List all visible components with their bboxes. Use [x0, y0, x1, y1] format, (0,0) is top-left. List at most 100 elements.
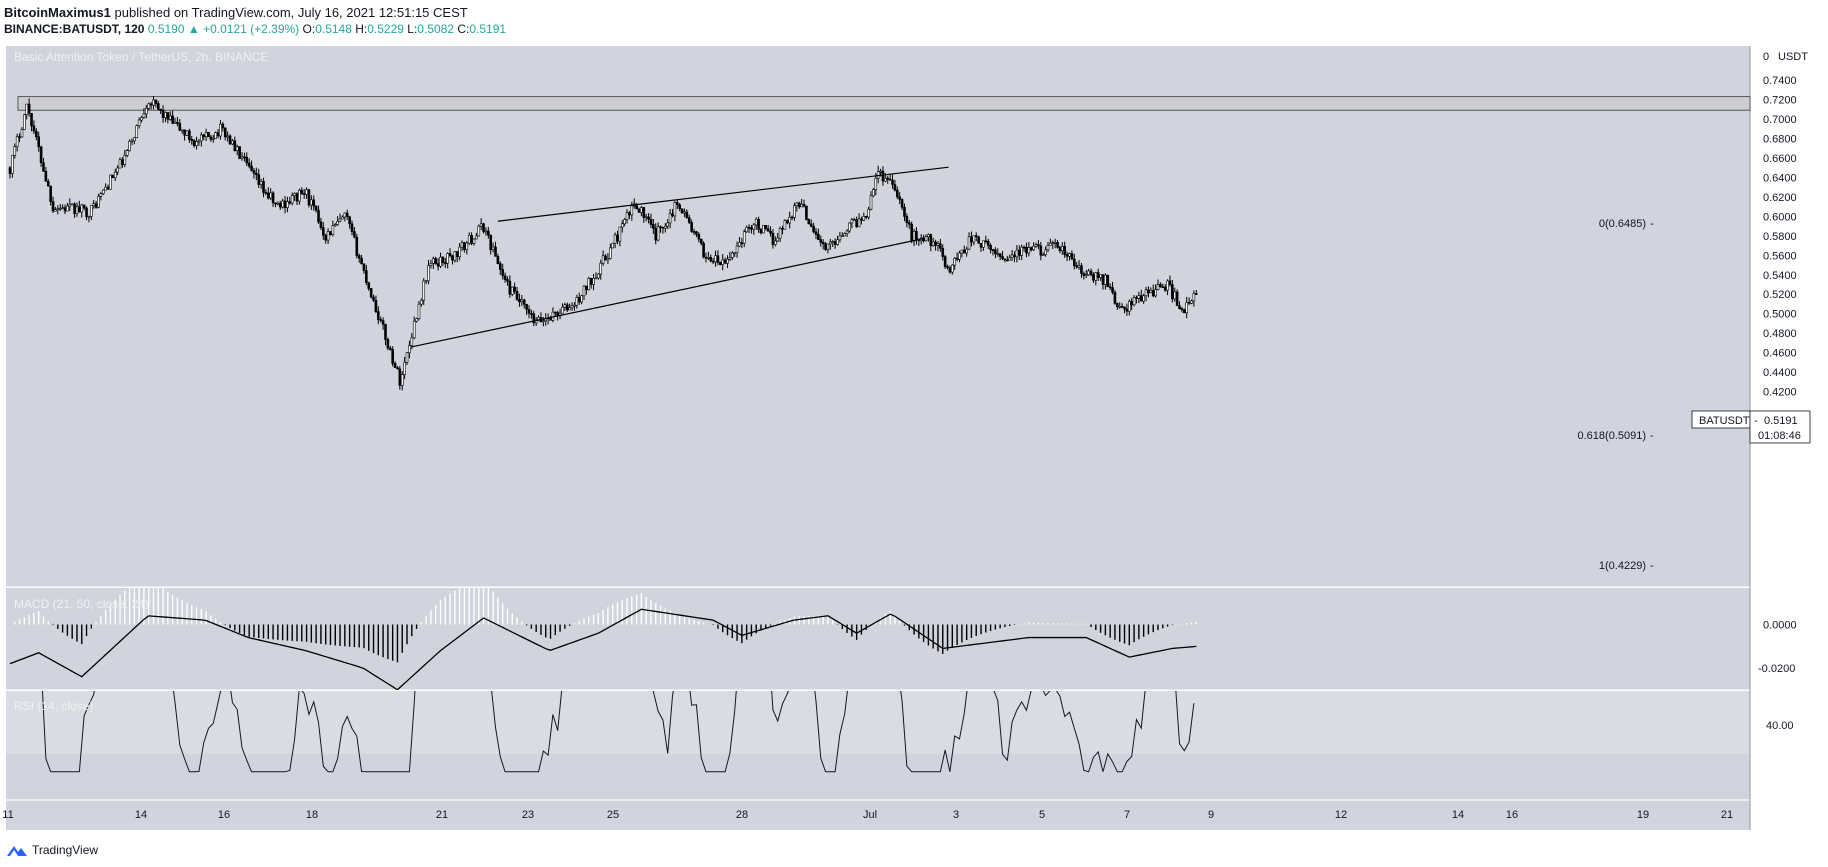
- candle-body: [561, 306, 564, 314]
- candle-body: [197, 140, 201, 143]
- candle-body: [905, 216, 909, 224]
- candle-body: [1053, 242, 1057, 244]
- candle-body: [912, 230, 916, 242]
- candle-body: [1147, 289, 1150, 294]
- y-tick-label: 0.6200: [1763, 192, 1797, 204]
- x-tick-label: 11: [2, 809, 13, 821]
- candle-body: [1041, 254, 1045, 256]
- candle-body: [233, 140, 237, 152]
- candle-body: [345, 212, 349, 218]
- candle-body: [680, 208, 684, 214]
- candle-body: [415, 318, 418, 322]
- candle-body: [477, 225, 481, 237]
- candle-body: [876, 171, 880, 179]
- candle-body: [23, 114, 26, 130]
- candle-body: [510, 286, 514, 295]
- candle-body: [221, 123, 225, 129]
- candle-body: [1125, 308, 1129, 312]
- candle-body: [1185, 302, 1188, 314]
- candle-body: [1180, 308, 1184, 311]
- candle-body: [32, 125, 36, 132]
- candle-body: [341, 216, 344, 220]
- candle-body: [80, 204, 84, 213]
- candle-body: [250, 165, 253, 171]
- candle-body: [1173, 291, 1177, 300]
- x-tick-label: 9: [1208, 809, 1214, 821]
- candle-body: [1139, 295, 1143, 302]
- candle-body: [852, 219, 856, 221]
- candle-body: [1051, 242, 1055, 245]
- macd-y-tick: -0.0200: [1758, 663, 1795, 675]
- candle-body: [735, 245, 739, 254]
- candle-body: [252, 170, 256, 174]
- candle-body: [487, 230, 490, 236]
- candle-body: [716, 255, 720, 263]
- candle-body: [37, 136, 41, 148]
- high-label: H:: [355, 22, 368, 36]
- candle-body: [565, 304, 569, 311]
- candle-body: [475, 235, 478, 240]
- candle-body: [439, 256, 442, 267]
- candle-body: [884, 177, 887, 182]
- fib-618-dash: -: [1650, 430, 1654, 442]
- candle-body: [1108, 286, 1112, 289]
- chart-canvas[interactable]: 0 0.7400 0.7200 0.7000 0.6800 0.6600 0.6400 0.6…: [0, 42, 1828, 842]
- candle-body: [771, 232, 775, 245]
- resistance-zone: [17, 96, 1751, 111]
- candle-body: [257, 174, 261, 185]
- candle-body: [783, 220, 787, 230]
- author-name[interactable]: BitcoinMaximus1: [4, 5, 111, 20]
- candle-body: [1104, 274, 1107, 285]
- candle-body: [1072, 258, 1076, 266]
- candle-body: [589, 278, 593, 285]
- candle-body: [666, 222, 670, 227]
- candle-body: [721, 259, 725, 265]
- candle-body: [967, 236, 971, 250]
- x-tick-label: 21: [436, 809, 448, 821]
- candle-body: [1027, 247, 1031, 254]
- candle-body: [788, 216, 791, 224]
- candle-body: [962, 249, 966, 254]
- candle-body: [458, 246, 461, 258]
- candle-body: [809, 223, 813, 227]
- candle-body: [1017, 249, 1021, 256]
- candle-body: [927, 234, 930, 238]
- candle-body: [814, 231, 818, 235]
- candle-body: [687, 217, 691, 223]
- candle-body: [125, 150, 129, 156]
- candle-body: [802, 204, 806, 207]
- candle-body: [501, 269, 504, 277]
- candle-body: [350, 223, 354, 232]
- candle-body: [410, 337, 414, 346]
- candle-body: [795, 202, 799, 207]
- price-tag-symbol: BATUSDT: [1699, 415, 1750, 427]
- candle-body: [498, 263, 502, 270]
- candle-body: [1161, 286, 1165, 288]
- candle-body: [1149, 290, 1153, 294]
- footer-brand[interactable]: TradingView: [6, 843, 98, 857]
- candle-body: [259, 180, 263, 185]
- candle-body: [216, 132, 220, 137]
- candle-body: [333, 224, 337, 227]
- candle-body: [302, 193, 306, 195]
- candle-body: [1058, 246, 1062, 252]
- candle-body: [580, 295, 583, 303]
- candle-body: [974, 235, 978, 238]
- candle-body: [393, 363, 397, 368]
- candle-body: [49, 185, 52, 202]
- y-axis-unit-label: USDT: [1778, 51, 1808, 63]
- candle-body: [386, 339, 390, 349]
- candle-body: [286, 201, 289, 208]
- ohlc-legend: BINANCE:BATUSDT, 120 0.5190 ▲ +0.0121 (+…: [4, 21, 506, 37]
- candle-body: [860, 218, 863, 221]
- y-tick-label: 0.6800: [1763, 133, 1797, 145]
- macd-label: MACD (21, 50, close, 24): [14, 597, 149, 611]
- candle-body: [628, 212, 631, 216]
- candle-body: [293, 193, 296, 196]
- candle-body: [838, 235, 842, 241]
- candle-body: [1068, 253, 1071, 257]
- candle-body: [1187, 302, 1191, 304]
- x-tick-label: Jul: [863, 809, 877, 821]
- candle-body: [625, 212, 629, 220]
- candle-body: [714, 255, 717, 263]
